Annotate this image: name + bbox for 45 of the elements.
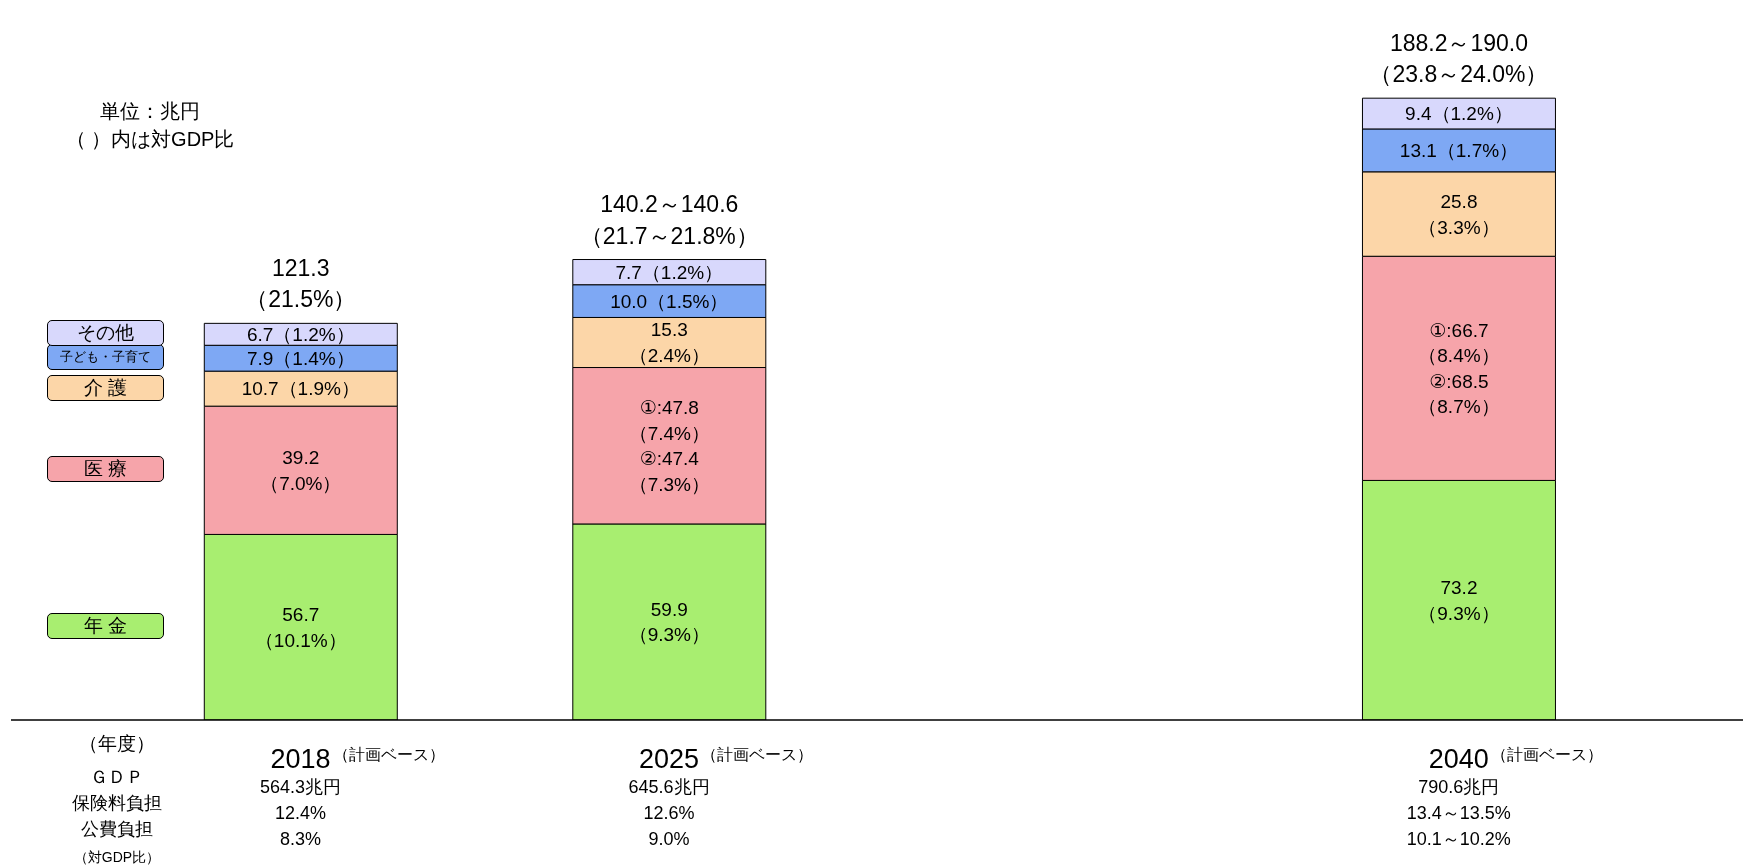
text: 年 金: [47, 613, 164, 640]
x-tick-label: 2040: [1428, 744, 1489, 774]
text: 10.1～10.2%: [1406, 828, 1511, 850]
data-label: 7.9（1.4%）: [246, 347, 355, 369]
text: （計画ベース）: [701, 745, 814, 765]
text: 8.3%: [280, 828, 322, 850]
annotation: 単位：兆円: [100, 100, 200, 122]
x-tick-label: 2018: [270, 744, 331, 774]
text: 564.3兆円: [260, 776, 342, 798]
total-label: 121.3 （21.5%）: [245, 255, 357, 313]
data-label: ①:66.7 （8.4%） ②:68.5 （8.7%）: [1418, 319, 1500, 418]
text: 12.4%: [275, 802, 327, 824]
text: 9.0%: [648, 828, 690, 850]
data-label: 10.0（1.5%）: [610, 290, 729, 312]
text: 医 療: [47, 456, 164, 483]
annotation: （ ）内は対GDP比: [65, 128, 235, 150]
text: 介 護: [47, 374, 164, 401]
data-label: 15.3 （2.4%）: [628, 319, 710, 366]
text: 12.6%: [643, 802, 695, 824]
text: （対GDP比）: [73, 848, 161, 867]
data-label: 39.2 （7.0%）: [260, 447, 342, 494]
total-label: 140.2～140.6 （21.7～21.8%）: [579, 191, 759, 249]
text: その他: [47, 320, 164, 347]
data-label: 9.4（1.2%）: [1405, 103, 1513, 125]
data-label: 10.7（1.9%）: [241, 378, 360, 400]
x-tick-label: 2025: [639, 744, 700, 774]
data-label: 13.1（1.7%）: [1399, 140, 1519, 162]
data-label: 6.7（1.2%）: [246, 323, 355, 345]
text: 公費負担: [81, 818, 153, 840]
total-label: 188.2～190.0 （23.8～24.0%）: [1369, 30, 1549, 88]
text: （計画ベース）: [332, 745, 445, 765]
text: 645.6兆円: [628, 776, 710, 798]
data-label: 73.2 （9.3%）: [1418, 577, 1500, 624]
text: （年度）: [79, 733, 155, 755]
data-label: 25.8 （3.3%）: [1418, 190, 1500, 238]
data-label: 56.7 （10.1%）: [254, 604, 347, 651]
text: 保険料負担: [72, 792, 162, 814]
text: 子ども・子育て: [47, 344, 164, 371]
text: 790.6兆円: [1418, 776, 1500, 798]
text: ＧＤＰ: [90, 766, 144, 788]
data-label: 7.7（1.2%）: [615, 261, 724, 283]
text: 13.4～13.5%: [1406, 802, 1511, 824]
data-label: 59.9 （9.3%）: [628, 598, 710, 646]
text: （計画ベース）: [1490, 745, 1603, 765]
data-label: ①:47.8 （7.4%） ②:47.4 （7.3%）: [628, 396, 710, 495]
